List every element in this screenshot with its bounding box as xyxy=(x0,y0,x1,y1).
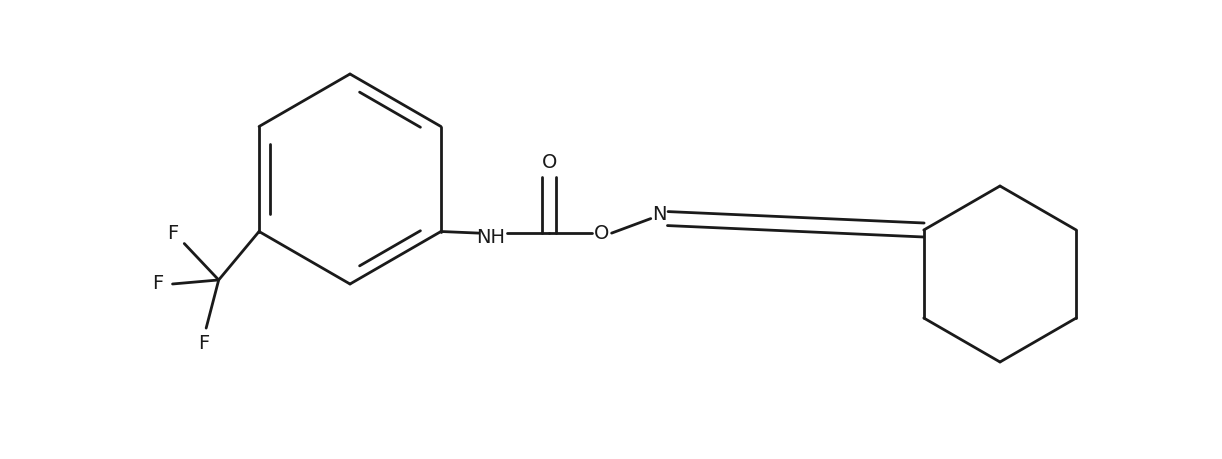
Text: O: O xyxy=(541,153,557,173)
Text: F: F xyxy=(166,224,178,243)
Text: O: O xyxy=(594,224,610,243)
Text: N: N xyxy=(653,205,667,224)
Text: NH: NH xyxy=(477,228,506,246)
Text: F: F xyxy=(152,274,164,293)
Text: F: F xyxy=(198,334,210,353)
